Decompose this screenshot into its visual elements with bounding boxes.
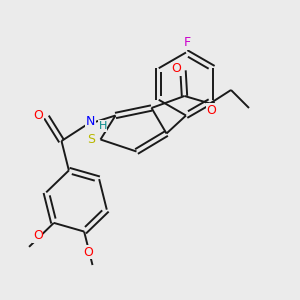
Text: S: S xyxy=(88,133,95,146)
Text: O: O xyxy=(84,245,93,259)
Text: O: O xyxy=(33,109,43,122)
Text: O: O xyxy=(207,103,216,117)
Text: F: F xyxy=(184,36,191,50)
Text: O: O xyxy=(172,62,181,76)
Text: N: N xyxy=(86,115,95,128)
Text: H: H xyxy=(98,121,107,131)
Text: O: O xyxy=(33,229,43,242)
